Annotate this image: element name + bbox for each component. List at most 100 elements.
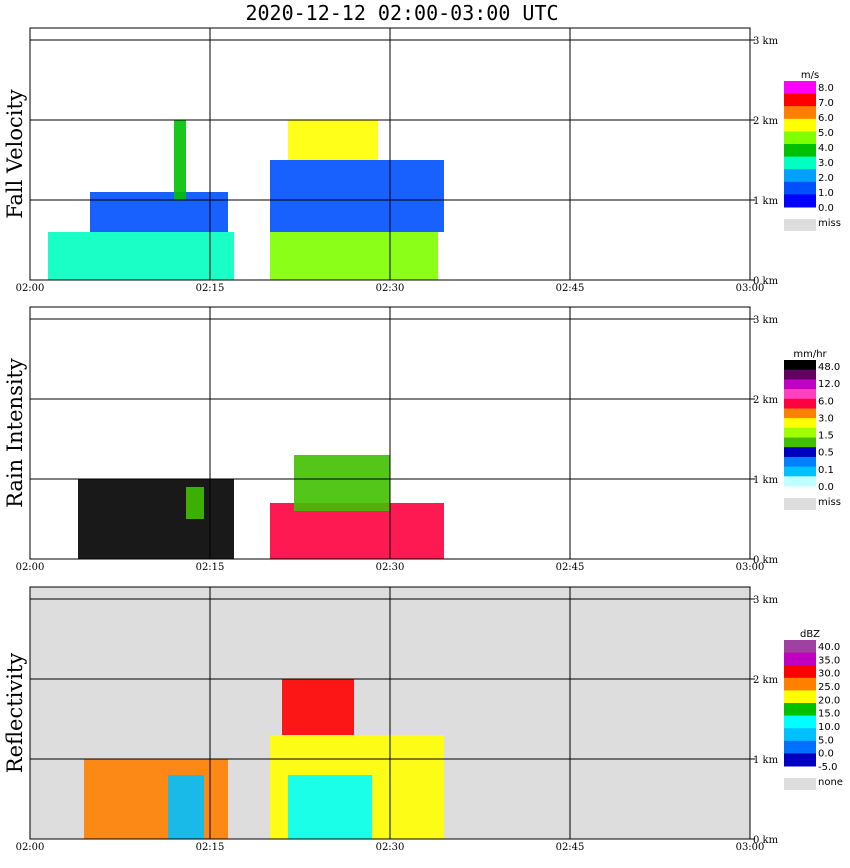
- echo-block: [282, 679, 354, 735]
- colorbar-swatch: [784, 81, 816, 95]
- plot-frame: [29, 306, 751, 560]
- y-axis-label: Fall Velocity: [3, 89, 27, 219]
- colorbar-level-label: 8.0: [818, 83, 834, 94]
- colorbar-level-label: 20.0: [818, 695, 840, 706]
- colorbar-swatch: [784, 379, 816, 390]
- colorbar-unit: dBZ: [800, 629, 820, 640]
- colorbar-swatch: [784, 466, 816, 477]
- colorbar-swatch: [784, 398, 816, 409]
- x-tick-label: 02:45: [556, 562, 585, 573]
- echo-block: [48, 232, 234, 280]
- colorbar-swatch-missing: [784, 219, 816, 231]
- colorbar-swatch: [784, 677, 816, 691]
- x-tick-label: 02:15: [196, 283, 225, 294]
- y-tick-label: 0 km: [753, 835, 779, 846]
- y-tick-label: 1 km: [753, 196, 779, 207]
- echo-block: [90, 192, 228, 232]
- colorbar-swatch: [784, 447, 816, 458]
- colorbar-swatch: [784, 156, 816, 170]
- colorbar-swatch: [784, 476, 816, 487]
- echo-block: [168, 775, 204, 839]
- x-tick-label: 02:30: [376, 562, 405, 573]
- colorbar-swatch-missing: [784, 498, 816, 510]
- echo-block: [78, 479, 234, 559]
- colorbar-swatch: [784, 360, 816, 371]
- colorbar-swatch: [784, 194, 816, 208]
- colorbar-swatch: [784, 369, 816, 380]
- colorbar-level-label: 12.0: [818, 379, 840, 390]
- colorbar-level-label: 48.0: [818, 362, 840, 373]
- colorbar-level-label: 0.0: [818, 482, 834, 493]
- colorbar-missing-label: miss: [818, 218, 841, 229]
- x-tick-label: 02:00: [16, 562, 45, 573]
- colorbar-swatch-missing: [784, 778, 816, 790]
- colorbar-level-label: 3.0: [818, 158, 834, 169]
- colorbar-level-label: 7.0: [818, 98, 834, 109]
- plot-frame: [29, 586, 751, 840]
- y-tick-label: 2 km: [753, 675, 779, 686]
- colorbar-level-label: 15.0: [818, 709, 840, 720]
- colorbar-level-label: 40.0: [818, 642, 840, 653]
- colorbar-level-label: 1.5: [818, 431, 834, 442]
- x-tick-label: 02:00: [16, 283, 45, 294]
- echo-block: [288, 775, 372, 839]
- panel-3: 0 km 1 km 2 km 3 km 02:00 02:15 02:30 02:45 03:0…: [3, 586, 843, 853]
- colorbar-swatch: [784, 652, 816, 666]
- colorbar-swatch: [784, 437, 816, 448]
- colorbar-level-label: 6.0: [818, 113, 834, 124]
- panel-2: 0 km 1 km 2 km 3 km 02:00 02:15 02:30 02:45 03:0…: [3, 306, 841, 573]
- colorbar-swatch: [784, 131, 816, 145]
- colorbar-swatch: [784, 690, 816, 704]
- y-tick-label: 3 km: [753, 595, 779, 606]
- y-tick-label: 0 km: [753, 555, 779, 566]
- colorbar-level-label: -5.0: [818, 762, 838, 773]
- colorbar-swatch: [784, 169, 816, 183]
- y-tick-label: 2 km: [753, 116, 779, 127]
- chart-title: 2020-12-12 02:00-03:00 UTC: [245, 1, 558, 25]
- colorbar-swatch: [784, 715, 816, 729]
- echo-block: [84, 759, 228, 839]
- colorbar-level-label: 6.0: [818, 396, 834, 407]
- colorbar-swatch: [784, 740, 816, 754]
- colorbar-swatch: [784, 181, 816, 195]
- colorbar-swatch: [784, 418, 816, 429]
- colorbar-level-label: 2.0: [818, 173, 834, 184]
- colorbar-unit: m/s: [801, 70, 819, 81]
- x-tick-label: 02:30: [376, 842, 405, 853]
- colorbar-level-label: 4.0: [818, 143, 834, 154]
- x-tick-label: 03:00: [736, 562, 765, 573]
- colorbar-swatch: [784, 144, 816, 158]
- colorbar-level-label: 10.0: [818, 722, 840, 733]
- colorbar-missing-label: miss: [818, 497, 841, 508]
- colorbar-swatch: [784, 665, 816, 679]
- colorbar-level-label: 35.0: [818, 655, 840, 666]
- colorbar-swatch: [784, 106, 816, 120]
- colorbar-swatch: [784, 93, 816, 107]
- y-tick-label: 3 km: [753, 315, 779, 326]
- echo-block: [288, 120, 378, 160]
- colorbar-level-label: 1.0: [818, 188, 834, 199]
- colorbar-level-label: 0.1: [818, 465, 834, 476]
- y-tick-label: 0 km: [753, 276, 779, 287]
- echo-block: [294, 455, 390, 511]
- colorbar-missing-label: none: [818, 777, 843, 788]
- colorbar-level-label: 0.0: [818, 749, 834, 760]
- colorbar-swatch: [784, 456, 816, 468]
- x-tick-label: 02:15: [196, 842, 225, 853]
- colorbar-level-label: 0.5: [818, 448, 834, 459]
- colorbar-swatch: [784, 703, 816, 717]
- colorbar-level-label: 0.0: [818, 203, 834, 214]
- colorbar-swatch: [784, 728, 816, 742]
- y-tick-label: 1 km: [753, 755, 779, 766]
- echo-block: [270, 232, 438, 280]
- colorbar-swatch: [784, 753, 816, 767]
- x-tick-label: 02:00: [16, 842, 45, 853]
- echo-block: [186, 487, 204, 519]
- y-tick-label: 2 km: [753, 395, 779, 406]
- colorbar-unit: mm/hr: [793, 349, 827, 360]
- plot-frame: [29, 27, 751, 281]
- echo-block: [174, 120, 186, 200]
- y-axis-label: Reflectivity: [3, 653, 27, 774]
- colorbar-level-label: 5.0: [818, 128, 834, 139]
